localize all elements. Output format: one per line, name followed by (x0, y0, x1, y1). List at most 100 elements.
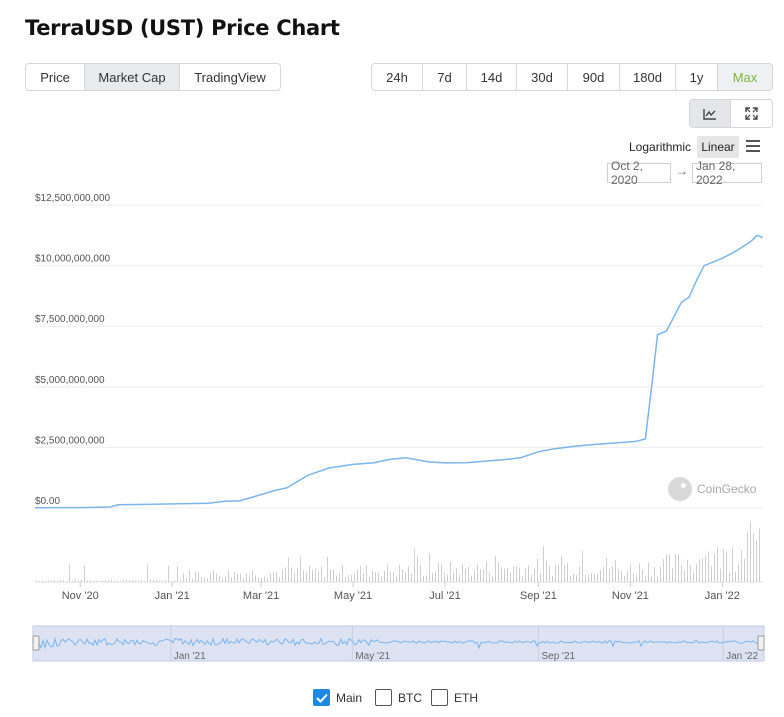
legend-eth[interactable]: ETH (431, 689, 478, 706)
volume-bar (144, 580, 145, 582)
volume-bar (438, 562, 439, 582)
volume-bar (585, 574, 586, 582)
volume-bar (747, 531, 748, 582)
legend-btc[interactable]: BTC (375, 689, 422, 706)
volume-bar (597, 574, 598, 582)
volume-bar (546, 560, 547, 582)
volume-bar (138, 580, 139, 582)
range-7d[interactable]: 7d (423, 64, 467, 90)
tab-price[interactable]: Price (26, 64, 85, 90)
expand-icon[interactable] (731, 100, 772, 127)
range-180d[interactable]: 180d (620, 64, 676, 90)
range-30d[interactable]: 30d (517, 64, 568, 90)
volume-bar (318, 571, 319, 582)
volume-bar (579, 566, 580, 582)
volume-bar (114, 581, 115, 582)
tab-market-cap[interactable]: Market Cap (85, 64, 180, 90)
volume-bar (315, 568, 316, 582)
navigator-window (32, 625, 765, 662)
volume-bar (255, 575, 256, 582)
volume-bar (237, 574, 238, 582)
volume-bar (174, 580, 175, 582)
volume-bar (288, 557, 289, 582)
volume-bar (645, 576, 646, 582)
volume-bar (192, 578, 193, 582)
volume-bar (630, 564, 631, 582)
volume-bar (648, 562, 649, 582)
volume-bar (408, 566, 409, 582)
volume-bar (198, 572, 199, 582)
volume-bar (507, 568, 508, 582)
volume-bar (492, 575, 493, 582)
hamburger-menu-icon[interactable] (746, 140, 760, 155)
volume-bar (72, 581, 73, 582)
volume-bar (363, 572, 364, 582)
volume-bar (660, 566, 661, 582)
volume-bar (450, 561, 451, 582)
checkbox-eth[interactable] (431, 689, 448, 706)
volume-bar (84, 566, 85, 582)
volume-bar (105, 580, 106, 582)
volume-bar (45, 581, 46, 582)
chart-toolbar (689, 99, 773, 128)
volume-bar (426, 575, 427, 582)
volume-bar (168, 565, 169, 582)
volume-bar (702, 558, 703, 582)
scale-logarithmic[interactable]: Logarithmic (629, 140, 692, 154)
volume-bar (549, 565, 550, 582)
volume-bar (558, 564, 559, 582)
volume-bar (471, 575, 472, 582)
tab-tradingview[interactable]: TradingView (180, 64, 280, 90)
volume-bar (171, 581, 172, 582)
volume-bar (69, 564, 70, 582)
volume-bar (495, 555, 496, 582)
volume-bar (393, 571, 394, 582)
checkbox-main[interactable] (313, 689, 330, 706)
range-90d[interactable]: 90d (568, 64, 620, 90)
line-chart-icon[interactable] (690, 100, 731, 127)
range-1y[interactable]: 1y (676, 64, 718, 90)
volume-bar (717, 547, 718, 582)
market-cap-chart: $0.00 $2,500,000,000 $5,000,000,000 $7,500,… (32, 193, 765, 662)
volume-bar (366, 565, 367, 582)
checkbox-btc[interactable] (375, 689, 392, 706)
volume-bar (120, 581, 121, 582)
volume-bar (186, 577, 187, 582)
volume-bar (480, 569, 481, 582)
navigator: Jan '21 May '21 Sep '21 Jan '22 (32, 625, 765, 662)
volume-bar (528, 565, 529, 582)
volume-bar (666, 554, 667, 582)
volume-bar (297, 568, 298, 582)
volume-bar (477, 564, 478, 582)
volume-bar (309, 565, 310, 582)
volume-bar (633, 573, 634, 582)
range-14d[interactable]: 14d (467, 64, 517, 90)
volume-bar (96, 580, 97, 582)
volume-bar (387, 564, 388, 582)
watermark-text: CoinGecko (697, 482, 757, 496)
legend-main[interactable]: Main (313, 689, 362, 706)
volume-bar (252, 570, 253, 582)
volume-bar (258, 577, 259, 582)
volume-bar (624, 575, 625, 582)
volume-bar (759, 528, 760, 582)
volume-bar (351, 574, 352, 582)
volume-bar (261, 577, 262, 582)
volume-bar (270, 573, 271, 582)
volume-bar (396, 575, 397, 582)
volume-bar (720, 568, 721, 582)
volume-bar (273, 572, 274, 582)
volume-bar (375, 571, 376, 582)
volume-bar (603, 566, 604, 582)
volume-bar (417, 556, 418, 582)
volume-bar (498, 562, 499, 582)
volume-bar (159, 580, 160, 582)
volume-bar (165, 580, 166, 582)
scale-linear[interactable]: Linear (697, 136, 739, 158)
volume-bar (87, 580, 88, 582)
range-max[interactable]: Max (718, 64, 772, 90)
range-24h[interactable]: 24h (372, 64, 423, 90)
volume-bar (99, 581, 100, 582)
volume-bar (519, 567, 520, 582)
volume-bar (378, 572, 379, 582)
